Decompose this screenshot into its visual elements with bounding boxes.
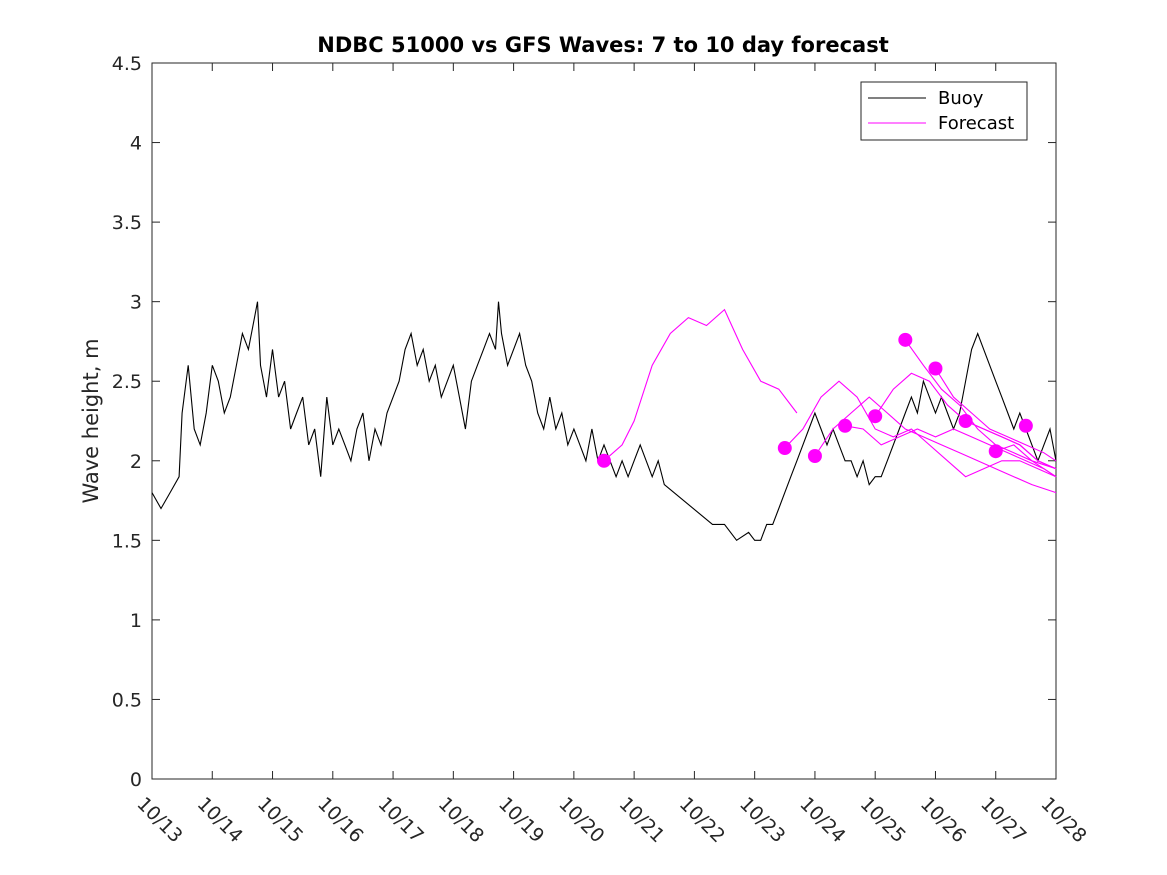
x-tick-label: 10/21 bbox=[615, 793, 669, 847]
x-tick-label: 10/23 bbox=[735, 793, 789, 847]
forecast-start-marker bbox=[928, 361, 943, 376]
forecast-run-line bbox=[935, 368, 1057, 462]
plot-area-frame bbox=[151, 62, 1057, 780]
forecast-start-marker bbox=[898, 332, 913, 347]
y-tick-label: 3 bbox=[130, 292, 142, 314]
y-tick-label: 4.5 bbox=[112, 53, 142, 75]
forecast-start-marker bbox=[838, 418, 853, 433]
y-tick-labels: 0 0.5 1 1.5 2 2.5 3 3.5 4 4.5 bbox=[112, 53, 142, 791]
legend-buoy-label: Buoy bbox=[938, 88, 984, 109]
axis-ticks bbox=[151, 62, 1057, 780]
x-tick-label: 10/25 bbox=[856, 793, 910, 847]
chart-title: NDBC 51000 vs GFS Waves: 7 to 10 day for… bbox=[317, 33, 888, 57]
y-tick-label: 1 bbox=[130, 610, 142, 632]
forecast-run-line bbox=[784, 380, 1057, 478]
x-tick-label: 10/24 bbox=[795, 793, 849, 847]
forecast-start-marker bbox=[807, 449, 822, 464]
y-tick-label: 3.5 bbox=[112, 212, 142, 234]
legend-box bbox=[860, 81, 1028, 141]
y-tick-label: 1.5 bbox=[112, 530, 142, 552]
legend-forecast-label: Forecast bbox=[938, 113, 1014, 134]
forecast-run-line bbox=[904, 339, 1057, 470]
x-tick-label: 10/28 bbox=[1036, 793, 1090, 847]
forecast-start-marker bbox=[868, 409, 883, 424]
forecast-run-line bbox=[603, 308, 798, 462]
y-axis-label: Wave height, m bbox=[79, 338, 103, 503]
x-tick-label: 10/14 bbox=[193, 793, 247, 847]
y-tick-label: 0.5 bbox=[112, 689, 142, 711]
x-tick-labels: 10/13 10/14 10/15 10/16 10/17 10/18 10/19 10/20… bbox=[132, 793, 1090, 847]
forecast-start-marker bbox=[958, 414, 973, 428]
forecast-start-marker bbox=[1018, 418, 1033, 433]
forecast-run-line bbox=[965, 420, 1057, 470]
y-tick-label: 0 bbox=[130, 769, 142, 791]
forecast-start-marker bbox=[988, 444, 1003, 459]
x-tick-label: 10/16 bbox=[313, 793, 367, 847]
x-tick-label: 10/27 bbox=[976, 793, 1030, 847]
legend: Buoy Forecast bbox=[860, 81, 1028, 141]
forecast-run-line bbox=[845, 425, 1057, 478]
y-tick-label: 4 bbox=[130, 133, 142, 155]
forecast-start-marker bbox=[597, 453, 611, 468]
x-tick-label: 10/18 bbox=[434, 793, 488, 847]
x-tick-label: 10/13 bbox=[132, 793, 186, 847]
y-tick-label: 2.5 bbox=[112, 371, 142, 393]
forecast-start-marker bbox=[777, 441, 792, 456]
forecast-run-line bbox=[814, 396, 1057, 494]
x-tick-label: 10/15 bbox=[253, 793, 307, 847]
x-tick-label: 10/20 bbox=[554, 793, 608, 847]
y-tick-label: 2 bbox=[130, 451, 142, 473]
series-layer bbox=[151, 301, 1057, 542]
forecast-run-line bbox=[995, 444, 1057, 478]
x-tick-label: 10/17 bbox=[374, 793, 428, 847]
x-tick-label: 10/19 bbox=[494, 793, 548, 847]
x-tick-label: 10/26 bbox=[916, 793, 970, 847]
buoy-series-line bbox=[151, 301, 1057, 542]
x-tick-label: 10/22 bbox=[675, 793, 729, 847]
